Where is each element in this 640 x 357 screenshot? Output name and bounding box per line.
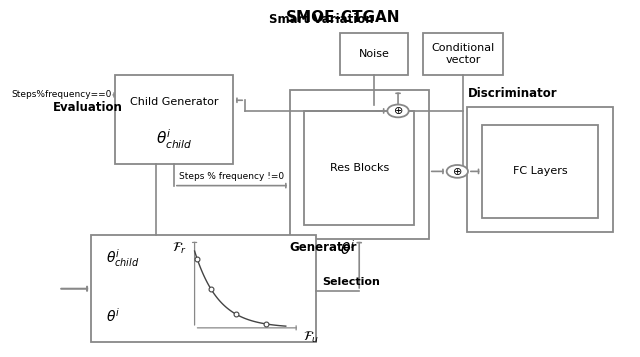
FancyBboxPatch shape (289, 90, 429, 239)
FancyBboxPatch shape (305, 111, 414, 225)
Text: $\oplus$: $\oplus$ (452, 166, 463, 177)
Text: Child Generator: Child Generator (130, 97, 218, 107)
FancyBboxPatch shape (467, 107, 612, 232)
Text: Generator: Generator (289, 241, 357, 254)
Text: $\mathcal{F}_r$: $\mathcal{F}_r$ (172, 241, 188, 256)
Text: Evaluation: Evaluation (52, 101, 122, 115)
Text: FC Layers: FC Layers (513, 166, 567, 176)
Text: Steps%frequency==0: Steps%frequency==0 (12, 90, 112, 100)
Text: $\theta^i$: $\theta^i$ (106, 306, 120, 325)
Text: Selection: Selection (322, 277, 380, 287)
Text: Steps % frequency !=0: Steps % frequency !=0 (179, 172, 284, 181)
Text: Res Blocks: Res Blocks (330, 163, 389, 173)
Text: $\theta^i_{child}$: $\theta^i_{child}$ (106, 247, 140, 270)
Text: SMOE-CTGAN: SMOE-CTGAN (285, 10, 400, 25)
FancyBboxPatch shape (482, 125, 598, 218)
FancyBboxPatch shape (115, 75, 233, 164)
Text: Conditional
vector: Conditional vector (431, 43, 495, 65)
Text: Noise: Noise (358, 49, 390, 59)
FancyBboxPatch shape (423, 33, 503, 75)
Text: Discriminator: Discriminator (467, 87, 557, 100)
Text: $\oplus$: $\oplus$ (393, 105, 403, 116)
Circle shape (387, 105, 409, 117)
Text: Smart Variation: Smart Variation (269, 13, 373, 26)
FancyBboxPatch shape (91, 235, 316, 342)
Text: $\theta^i$: $\theta^i$ (340, 239, 355, 258)
FancyBboxPatch shape (340, 33, 408, 75)
Circle shape (447, 165, 468, 178)
Text: $\mathcal{F}_u$: $\mathcal{F}_u$ (303, 330, 319, 345)
Text: $\theta^i_{child}$: $\theta^i_{child}$ (156, 128, 192, 151)
